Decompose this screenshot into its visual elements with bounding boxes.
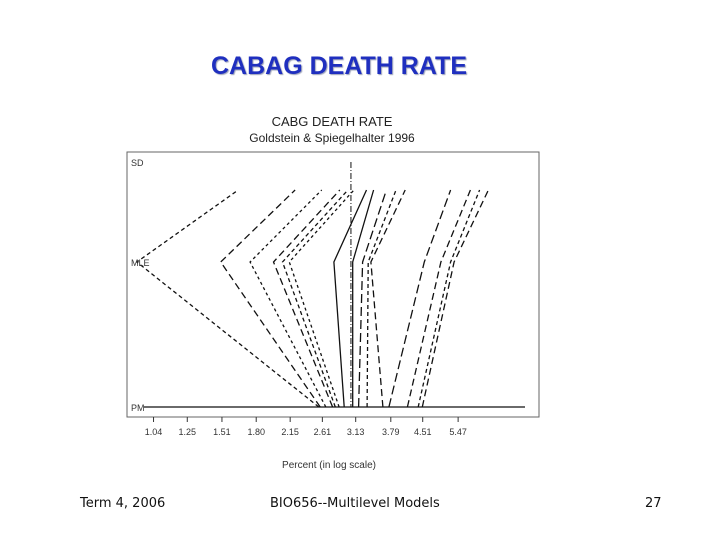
- slide-title: CABAG DEATH RATE: [210, 52, 467, 80]
- x-tick-label: 1.80: [247, 427, 265, 437]
- plot-frame: [126, 151, 540, 418]
- x-tick-label: 2.15: [281, 427, 299, 437]
- hospital-series-line: [333, 189, 368, 408]
- hospital-series-line: [357, 189, 388, 408]
- x-tick-label: 1.04: [145, 427, 163, 437]
- y-category-label: SD: [131, 158, 144, 168]
- footer-course-term: Term 4, 2006: [80, 496, 166, 511]
- x-axis-label: Percent (in log scale): [282, 460, 376, 471]
- hospital-series-line: [219, 189, 321, 408]
- hospital-series-line: [352, 189, 375, 407]
- x-tick-label: 5.47: [449, 427, 467, 437]
- footer-page-number: 27: [645, 496, 662, 511]
- hospital-series-line: [249, 189, 327, 408]
- y-category-label: MLE: [131, 258, 150, 268]
- x-tick-label: 3.13: [347, 427, 365, 437]
- y-axis: PM MLE SD: [131, 158, 525, 413]
- x-tick-label: 1.25: [179, 427, 197, 437]
- y-category-label: PM: [131, 403, 145, 413]
- footer-course-name: BIO656--Multilevel Models: [270, 496, 440, 511]
- chart-subtitle: Goldstein & Spiegelhalter 1996: [249, 131, 415, 145]
- x-tick-label: 1.51: [213, 427, 231, 437]
- hospital-series-line: [135, 189, 320, 408]
- hospital-series-line: [272, 189, 341, 408]
- hospital-series-line: [406, 189, 472, 408]
- cabg-death-rate-chart: CABG DEATH RATE Goldstein & Spiegelhalte…: [126, 114, 540, 471]
- hospital-series-line: [370, 189, 406, 408]
- x-axis: 1.04 1.25 1.51 1.80 2.15 2.61 3.13 3.79 4.51 5.47: [145, 417, 467, 437]
- hospital-series-line: [388, 189, 452, 408]
- series-layer: [135, 162, 489, 408]
- hospital-series-line: [288, 189, 355, 408]
- chart-title: CABG DEATH RATE: [272, 114, 393, 129]
- hospital-series-line: [281, 189, 349, 408]
- hospital-series-line: [366, 189, 397, 408]
- hospital-series-line: [417, 189, 481, 408]
- x-tick-label: 2.61: [314, 427, 332, 437]
- hospital-series-line: [421, 189, 489, 408]
- x-tick-label: 3.79: [382, 427, 400, 437]
- x-tick-label: 4.51: [414, 427, 432, 437]
